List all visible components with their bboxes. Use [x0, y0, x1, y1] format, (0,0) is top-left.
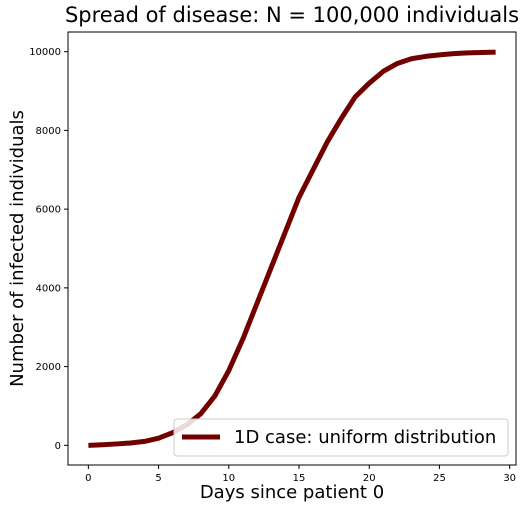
- x-tick-label: 25: [433, 473, 446, 484]
- x-axis: 0 5 10 15 20 25 30: [85, 465, 516, 484]
- x-tick-label: 20: [363, 473, 376, 484]
- series-line-0: [88, 49, 496, 448]
- x-axis-label: Days since patient 0: [200, 482, 384, 503]
- y-axis: 0 2000 4000 6000 8000 10000: [29, 47, 68, 452]
- x-tick-label: 10: [222, 473, 235, 484]
- y-axis-label: Number of infected individuals: [7, 110, 28, 387]
- x-tick-label: 5: [155, 473, 161, 484]
- x-tick-label: 30: [503, 473, 516, 484]
- plot-frame: [67, 31, 517, 466]
- legend-label: 1D case: uniform distribution: [234, 427, 496, 448]
- y-tick-label: 4000: [36, 283, 61, 294]
- chart-title: Spread of disease: N = 100,000 individua…: [65, 3, 519, 27]
- y-tick-label: 8000: [36, 126, 61, 137]
- y-tick-label: 2000: [36, 362, 61, 373]
- legend: 1D case: uniform distribution: [173, 418, 509, 457]
- y-tick-label: 10000: [29, 47, 61, 58]
- x-tick-label: 0: [85, 473, 91, 484]
- series-group: [88, 49, 496, 448]
- x-tick-label: 15: [293, 473, 306, 484]
- y-tick-label: 0: [55, 441, 61, 452]
- legend-box: [173, 418, 509, 457]
- y-tick-label: 6000: [36, 205, 61, 216]
